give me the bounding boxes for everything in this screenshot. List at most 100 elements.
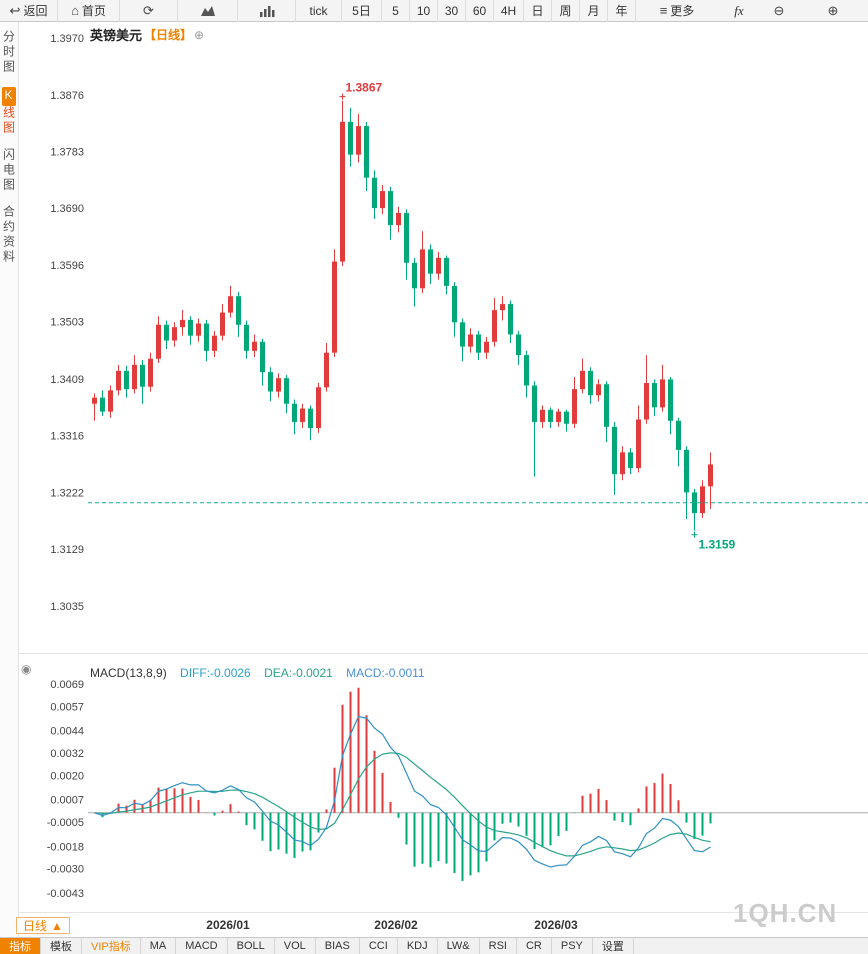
period-year-label: 年 [615, 4, 628, 18]
zoom-in-icon: ⊕ [827, 2, 839, 18]
sidebar-item-kline-chart[interactable]: K线图 [1, 87, 18, 136]
bar-chart-icon [259, 5, 274, 17]
sidebar-item-kline-chart-badge: K [1, 87, 16, 106]
svg-text:1.3690: 1.3690 [50, 203, 84, 215]
svg-text:0.0057: 0.0057 [50, 701, 84, 713]
chart-type-sidebar: 分时图 K线图闪电图合约资料 [0, 22, 19, 954]
x-axis-row: 2026/01 2026/02 2026/03 [0, 912, 868, 937]
tab-rsi[interactable]: RSI [480, 938, 517, 954]
period-5d-label: 5日 [352, 4, 371, 18]
x-axis-label: 2026/03 [534, 918, 578, 932]
back-button-label: 返回 [23, 4, 48, 18]
svg-text:-0.0030: -0.0030 [47, 864, 84, 876]
tab-vip-indicators[interactable]: VIP指标 [82, 938, 141, 954]
bar-chart-button[interactable] [238, 0, 296, 22]
period-month[interactable]: 月 [580, 0, 608, 22]
macd-chart[interactable]: 0.0069 0.0057 0.0044 0.0032 0.0020 0.0007 -0.0… [19, 655, 868, 912]
indicator-tab-bar: 指标 模板 VIP指标 MA MACD BOLL VOL BIAS CCI KDJ LW& RSI CR… [0, 937, 868, 954]
svg-text:1.3876: 1.3876 [50, 90, 84, 102]
svg-text:1.3222: 1.3222 [50, 487, 84, 499]
period-5d[interactable]: 5日 [342, 0, 382, 22]
tab-templates[interactable]: 模板 [41, 938, 82, 954]
x-axis-label: 2026/02 [374, 918, 418, 932]
period-30[interactable]: 30 [438, 0, 466, 22]
tab-cr[interactable]: CR [517, 938, 552, 954]
macd-dea-value: DEA:-0.0021 [264, 666, 333, 680]
refresh-icon: ⟳ [143, 2, 154, 18]
add-indicator-icon[interactable]: ⊕ [194, 27, 205, 42]
more-button[interactable]: ≡ 更多 [646, 0, 708, 22]
zoom-out-icon: ⊖ [773, 2, 785, 18]
svg-text:1.3783: 1.3783 [50, 147, 84, 159]
chevron-up-icon: ▲ [51, 918, 63, 933]
svg-text:1.3596: 1.3596 [50, 260, 84, 272]
sidebar-item-time-chart[interactable]: 分时图 [1, 30, 16, 75]
period-60[interactable]: 60 [466, 0, 494, 22]
tab-kdj[interactable]: KDJ [398, 938, 438, 954]
axis-divider [19, 912, 868, 913]
macd-panel-icon[interactable]: ◉ [21, 662, 32, 676]
tab-boll[interactable]: BOLL [228, 938, 275, 954]
svg-text:-0.0043: -0.0043 [47, 888, 84, 900]
tab-vol[interactable]: VOL [275, 938, 316, 954]
period-day-label: 日 [531, 4, 544, 18]
refresh-button[interactable]: ⟳ [120, 0, 178, 22]
tab-macd[interactable]: MACD [176, 938, 228, 954]
area-chart-button[interactable] [178, 0, 238, 22]
tab-lw[interactable]: LW& [438, 938, 480, 954]
macd-header: MACD(13,8,9) DIFF:-0.0026 DEA:-0.0021 MA… [90, 666, 435, 680]
sidebar-item-contract-info[interactable]: 合约资料 [1, 205, 16, 265]
svg-text:1.3503: 1.3503 [50, 317, 84, 329]
back-button[interactable]: ↩ 返回 [0, 0, 58, 22]
sidebar-item-lightning-chart[interactable]: 闪电图 [1, 148, 16, 193]
period-5[interactable]: 5 [382, 0, 410, 22]
tab-cci[interactable]: CCI [360, 938, 398, 954]
hamburger-icon: ≡ [659, 3, 668, 18]
svg-text:0.0044: 0.0044 [50, 726, 84, 738]
panel-divider [19, 653, 868, 654]
top-toolbar: ↩ 返回 ⌂ 首页 ⟳ tick 5日 5 10 30 60 4H 日周月年 ≡ 更多 fx ⊖ ⊕ [0, 0, 868, 22]
zoom-out-button[interactable]: ⊖ [766, 0, 792, 22]
tab-psy[interactable]: PSY [552, 938, 593, 954]
period-week[interactable]: 周 [552, 0, 580, 22]
svg-text:1.3129: 1.3129 [50, 544, 84, 556]
period-day[interactable]: 日 [524, 0, 552, 22]
tab-ma[interactable]: MA [141, 938, 177, 954]
period-30-label: 30 [444, 3, 459, 18]
fx-button-label: fx [734, 2, 744, 18]
svg-text:0.0032: 0.0032 [50, 748, 84, 760]
candlestick-chart[interactable]: 1.3970 1.3876 1.3783 1.3690 1.3596 1.3503 1.34… [19, 22, 868, 653]
period-week-label: 周 [559, 4, 572, 18]
home-button[interactable]: ⌂ 首页 [58, 0, 120, 22]
more-button-label: 更多 [670, 4, 695, 18]
x-axis-label: 2026/01 [206, 918, 250, 932]
macd-params: MACD(13,8,9) [90, 666, 167, 680]
period-selector-label: 日线 [23, 919, 48, 933]
fx-button[interactable]: fx [722, 0, 756, 22]
period-4h[interactable]: 4H [494, 0, 524, 22]
period-tick[interactable]: tick [296, 0, 342, 22]
chart-title-row: 英镑美元 【日线】 ⊕ [90, 25, 204, 44]
watermark: 1QH.CN [733, 898, 838, 928]
svg-text:0.0069: 0.0069 [50, 679, 84, 691]
svg-text:0.0007: 0.0007 [50, 795, 84, 807]
area-chart-icon [200, 5, 215, 16]
tab-bias[interactable]: BIAS [316, 938, 360, 954]
tab-indicators[interactable]: 指标 [0, 938, 41, 954]
period-selector[interactable]: 日线 ▲ [16, 917, 70, 934]
svg-text:1.3316: 1.3316 [50, 430, 84, 442]
period-5-label: 5 [392, 3, 399, 18]
svg-text:1.3159: 1.3159 [699, 538, 736, 552]
tab-settings[interactable]: 设置 [593, 938, 634, 954]
period-10[interactable]: 10 [410, 0, 438, 22]
period-10-label: 10 [416, 3, 431, 18]
period-month-label: 月 [587, 4, 600, 18]
home-icon: ⌂ [71, 3, 79, 18]
svg-text:1.3970: 1.3970 [50, 33, 84, 45]
zoom-in-button[interactable]: ⊕ [820, 0, 846, 22]
back-arrow-icon: ↩ [9, 2, 21, 18]
period-year[interactable]: 年 [608, 0, 636, 22]
svg-text:1.3867: 1.3867 [346, 81, 383, 95]
svg-text:0.0020: 0.0020 [50, 770, 84, 782]
svg-text:-0.0005: -0.0005 [47, 817, 84, 829]
